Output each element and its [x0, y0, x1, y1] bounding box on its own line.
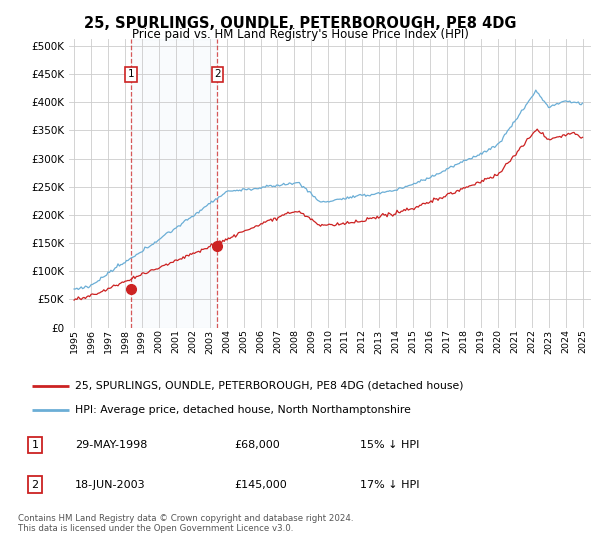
- Text: 2: 2: [214, 69, 221, 79]
- Text: 2025: 2025: [578, 329, 587, 353]
- Text: 18-JUN-2003: 18-JUN-2003: [75, 480, 146, 490]
- Bar: [131, 39, 217, 328]
- Text: 2024: 2024: [561, 329, 570, 353]
- Text: 1995: 1995: [70, 329, 79, 353]
- Text: 2004: 2004: [222, 329, 231, 353]
- Text: 2008: 2008: [290, 329, 299, 353]
- Text: 2019: 2019: [476, 329, 485, 353]
- Text: HPI: Average price, detached house, North Northamptonshire: HPI: Average price, detached house, Nort…: [75, 405, 411, 415]
- Text: 2018: 2018: [460, 329, 469, 353]
- Text: 1997: 1997: [103, 329, 112, 353]
- Text: 2012: 2012: [358, 329, 367, 353]
- Text: £145,000: £145,000: [235, 480, 287, 490]
- Text: 2003: 2003: [205, 329, 214, 353]
- Text: 2001: 2001: [171, 329, 180, 353]
- Text: 2005: 2005: [239, 329, 248, 353]
- Text: 1: 1: [128, 69, 134, 79]
- Text: 1999: 1999: [137, 329, 146, 353]
- Text: 2007: 2007: [273, 329, 282, 353]
- Text: 1998: 1998: [121, 329, 130, 353]
- Text: 2010: 2010: [324, 329, 333, 353]
- Text: Price paid vs. HM Land Registry's House Price Index (HPI): Price paid vs. HM Land Registry's House …: [131, 28, 469, 41]
- Text: 2: 2: [32, 480, 38, 490]
- Text: 2022: 2022: [527, 329, 536, 353]
- Text: 2002: 2002: [188, 329, 197, 353]
- Text: 2021: 2021: [510, 329, 519, 353]
- Text: 15% ↓ HPI: 15% ↓ HPI: [360, 440, 419, 450]
- Text: 2011: 2011: [341, 329, 350, 353]
- Text: 2023: 2023: [544, 329, 553, 353]
- Text: £68,000: £68,000: [235, 440, 280, 450]
- Text: 2020: 2020: [493, 329, 502, 353]
- Text: 2014: 2014: [392, 329, 401, 353]
- Text: 2009: 2009: [307, 329, 316, 353]
- Text: 25, SPURLINGS, OUNDLE, PETERBOROUGH, PE8 4DG (detached house): 25, SPURLINGS, OUNDLE, PETERBOROUGH, PE8…: [75, 381, 464, 391]
- Text: 1: 1: [32, 440, 38, 450]
- Text: 2006: 2006: [256, 329, 265, 353]
- Text: 1996: 1996: [86, 329, 95, 353]
- Text: Contains HM Land Registry data © Crown copyright and database right 2024.
This d: Contains HM Land Registry data © Crown c…: [18, 514, 353, 534]
- Text: 2013: 2013: [374, 329, 383, 353]
- Text: 29-MAY-1998: 29-MAY-1998: [75, 440, 148, 450]
- Text: 2016: 2016: [425, 329, 434, 353]
- Text: 2000: 2000: [154, 329, 163, 353]
- Text: 25, SPURLINGS, OUNDLE, PETERBOROUGH, PE8 4DG: 25, SPURLINGS, OUNDLE, PETERBOROUGH, PE8…: [84, 16, 516, 31]
- Text: 2015: 2015: [409, 329, 418, 353]
- Text: 17% ↓ HPI: 17% ↓ HPI: [360, 480, 419, 490]
- Text: 2017: 2017: [442, 329, 451, 353]
